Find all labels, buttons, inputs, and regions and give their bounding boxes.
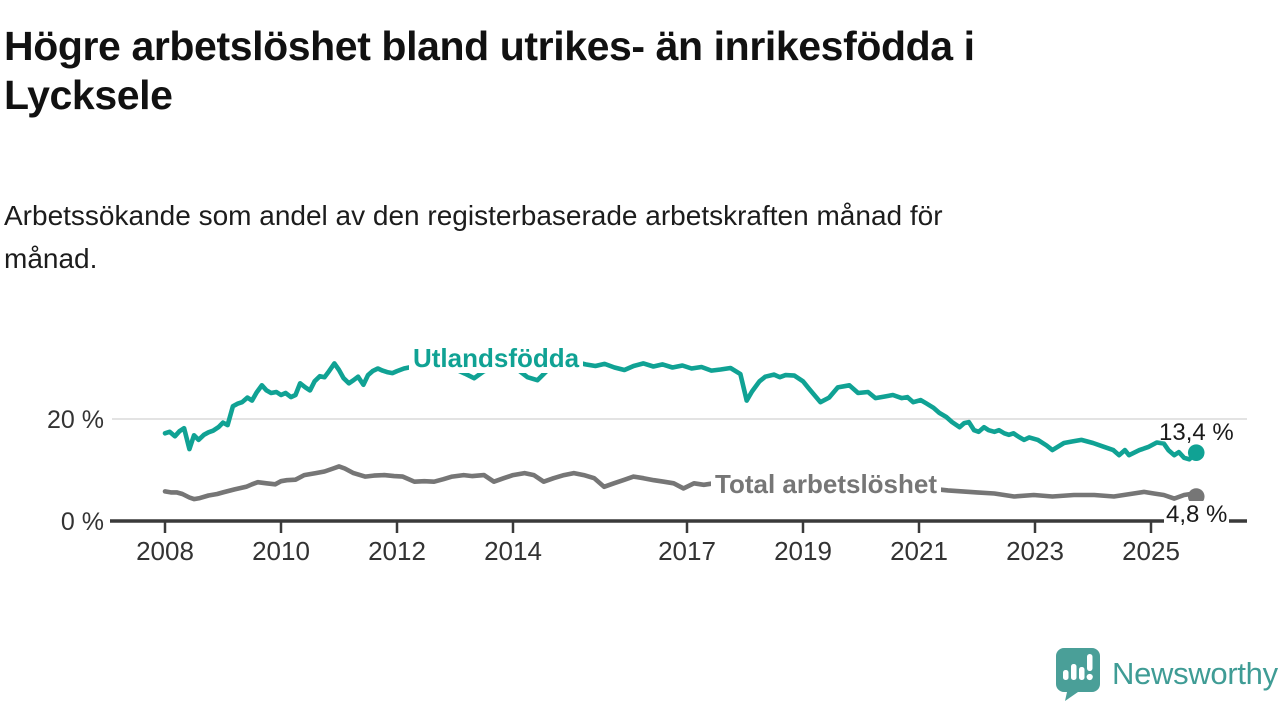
- end-value-label-total: 4,8 %: [1164, 501, 1230, 529]
- x-tick-label: 2010: [252, 536, 310, 566]
- end-value-label-utlandsfodda: 13,4 %: [1159, 419, 1234, 446]
- newsworthy-logo: Newsworthy: [1054, 646, 1278, 702]
- chart-subtitle-line-2: månad.: [4, 243, 98, 274]
- x-tick-label: 2017: [658, 536, 716, 566]
- x-tick-label: 2025: [1122, 536, 1180, 566]
- series-end-dot-total: [1187, 488, 1205, 505]
- y-tick-label: 0 %: [61, 508, 104, 536]
- series-line-total: [162, 464, 1199, 502]
- x-tick-label: 2021: [890, 536, 948, 566]
- bar-chart-bar-3: [1079, 667, 1085, 680]
- x-tick-label: 2014: [484, 536, 542, 566]
- bar-chart-bar-1: [1063, 670, 1069, 680]
- chart-subtitle-line-1: Arbetssökande som andel av den registerb…: [4, 200, 943, 231]
- series-label-total-arbetsloshet: Total arbetslöshet: [711, 470, 942, 500]
- series-line-utlandsfodda: [162, 359, 1199, 462]
- x-tick-label: 2023: [1006, 536, 1064, 566]
- newsworthy-logo-text: Newsworthy: [1112, 656, 1278, 691]
- page-title-line-2: Lycksele: [4, 72, 173, 118]
- exclamation-stroke: [1087, 654, 1093, 671]
- series-end-dot-utlandsfodda: [1187, 444, 1205, 461]
- page-title: Högre arbetslöshet bland utrikes- än inr…: [4, 22, 975, 120]
- chart-subtitle: Arbetssökande som andel av den registerb…: [4, 194, 943, 280]
- bar-chart-bar-2: [1071, 664, 1077, 680]
- x-tick-label: 2008: [136, 536, 194, 566]
- series-label-utlandsfodda: Utlandsfödda: [409, 344, 584, 374]
- newsworthy-logo-icon: [1056, 648, 1100, 701]
- speech-bubble-shape: [1056, 648, 1100, 701]
- x-tick-label: 2019: [774, 536, 832, 566]
- y-tick-label: 20 %: [47, 406, 104, 434]
- x-tick-label: 2012: [368, 536, 426, 566]
- exclamation-dot: [1086, 673, 1093, 681]
- page-title-line-1: Högre arbetslöshet bland utrikes- än inr…: [4, 23, 975, 69]
